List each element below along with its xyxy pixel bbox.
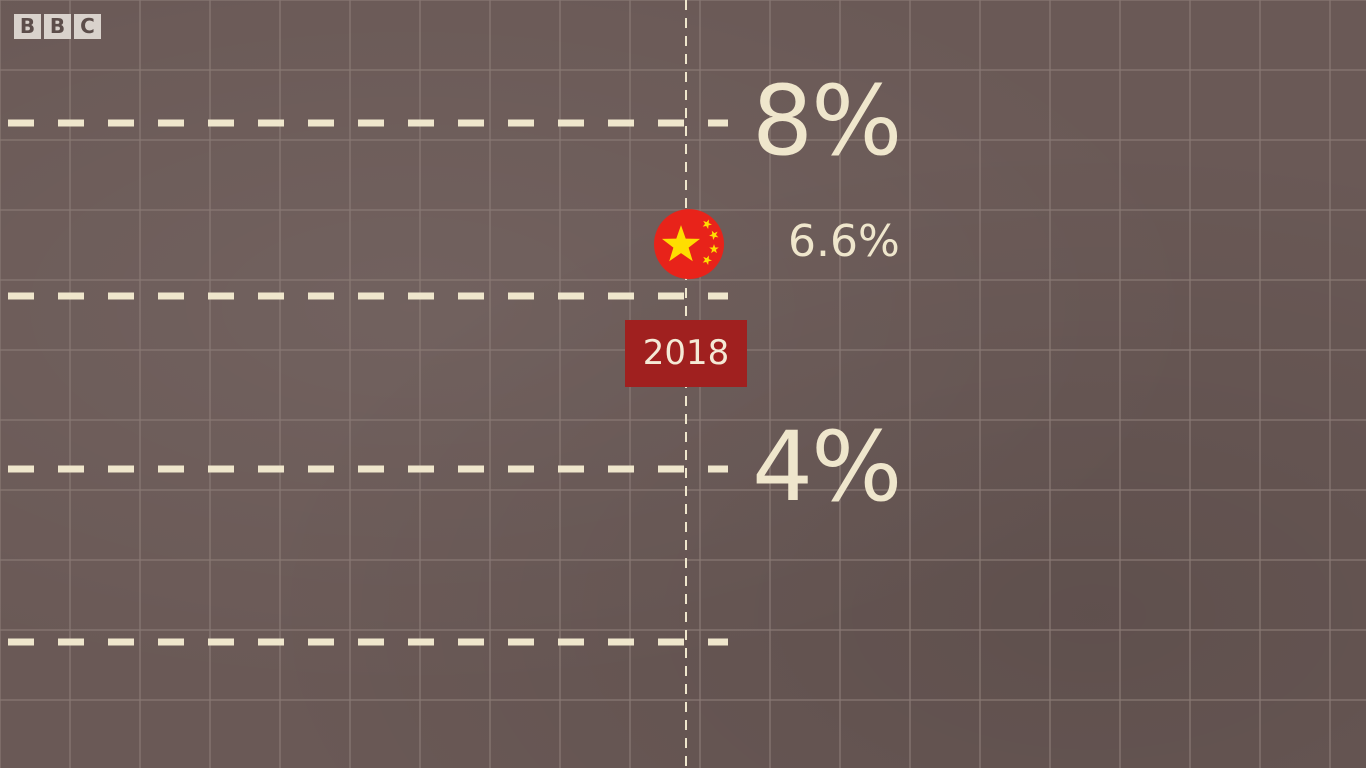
data-label-6-6: 6.6% [788,216,900,268]
bbc-logo: B B C [14,14,101,39]
y-tick-label-4: 4% [752,411,902,523]
flag-star [709,230,719,241]
y-tick-label-8: 8% [752,65,902,177]
flag-star [702,255,712,265]
flag-star [661,225,701,262]
flag-star [702,219,712,229]
logo-letter-b2: B [44,14,71,39]
china-flag-icon [654,209,724,280]
logo-letter-c: C [74,14,101,39]
data-points [654,209,724,280]
x-marker-label: 2018 [625,320,747,387]
logo-letter-b1: B [14,14,41,39]
flag-star [709,244,719,254]
y-gridlines [8,119,728,646]
